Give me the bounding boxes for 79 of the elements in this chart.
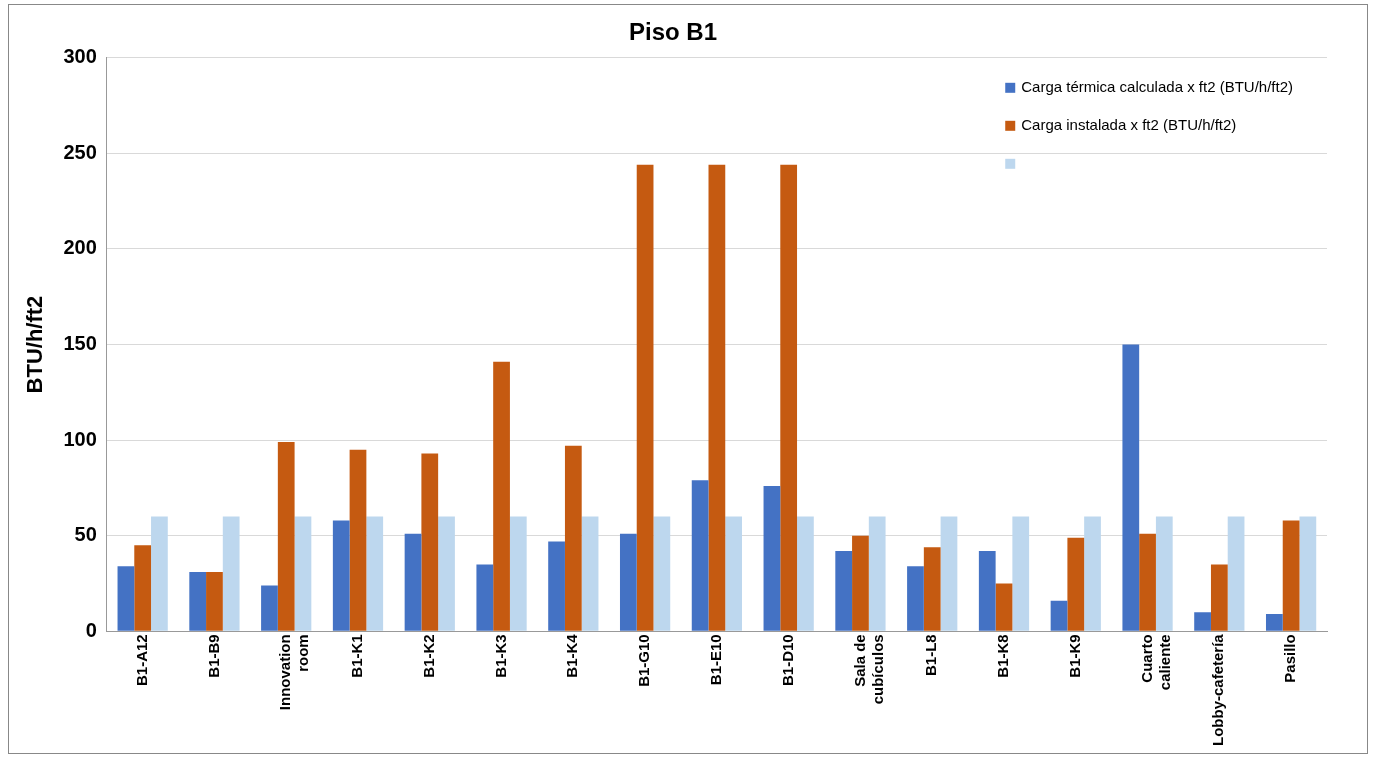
bar — [1265, 614, 1283, 631]
bar — [1067, 537, 1085, 631]
bar — [261, 585, 278, 631]
bar — [294, 516, 312, 631]
bar — [868, 516, 886, 631]
bar — [476, 564, 494, 631]
bar — [907, 566, 924, 631]
x-tick-label: B1-D10 — [778, 634, 796, 686]
x-tick-label: B1-K8 — [994, 634, 1012, 678]
bar — [1282, 520, 1300, 631]
bar — [222, 516, 240, 631]
bar — [404, 533, 422, 631]
bar — [1155, 516, 1173, 631]
x-tick-label: B1-G10 — [635, 634, 653, 687]
bar — [691, 480, 709, 631]
y-tick-label: 0 — [85, 618, 97, 641]
x-tick-label: B1-B9 — [204, 634, 222, 678]
bar — [349, 449, 367, 631]
chart-title: Piso B1 — [628, 18, 718, 46]
y-axis-title: BTU/h/ft2 — [22, 295, 48, 394]
x-tick-label: B1-K1 — [348, 634, 366, 678]
bar — [1139, 533, 1156, 631]
bar — [509, 516, 527, 631]
bar — [564, 445, 582, 631]
bar — [493, 361, 510, 631]
bar — [151, 516, 168, 631]
bar — [277, 442, 295, 631]
bar — [438, 516, 455, 631]
bar — [1299, 516, 1317, 631]
y-tick-label: 100 — [63, 427, 97, 450]
bar — [1122, 344, 1140, 631]
x-tick-label: Cuarto caliente — [1137, 634, 1173, 691]
y-tick-label: 250 — [63, 140, 97, 163]
bar — [134, 545, 152, 631]
x-tick-label: B1-K3 — [491, 634, 509, 678]
bar — [421, 453, 439, 631]
bar — [978, 551, 996, 631]
bar — [1227, 516, 1245, 631]
bar — [332, 520, 350, 631]
bar — [995, 583, 1013, 631]
x-tick-label: B1-L8 — [922, 634, 940, 676]
bar — [1194, 612, 1211, 631]
y-tick-label: 200 — [63, 236, 97, 259]
bar — [852, 535, 869, 631]
bar — [725, 516, 743, 631]
legend-label: Carga térmica calculada x ft2 (BTU/h/ft2) — [1021, 77, 1293, 95]
bar — [653, 516, 671, 631]
bar — [206, 572, 223, 631]
x-tick-label: Lobby-cafetería — [1209, 633, 1227, 747]
bar — [923, 547, 941, 631]
bar — [835, 551, 853, 631]
bar — [548, 541, 565, 631]
bar — [780, 164, 798, 631]
bar — [366, 516, 384, 631]
y-tick-label: 300 — [63, 45, 97, 68]
bar — [189, 572, 207, 631]
bar — [1084, 516, 1101, 631]
bar — [797, 516, 814, 631]
bar — [117, 566, 135, 631]
bar — [1050, 600, 1068, 631]
legend-label: Carga instalada x ft2 (BTU/h/ft2) — [1021, 115, 1237, 133]
x-tick-label: Sala de cubículos — [850, 634, 886, 705]
bar — [1012, 516, 1030, 631]
x-tick-label: B1-E10 — [707, 634, 725, 686]
bar — [763, 486, 781, 631]
x-tick-label: Pasillo — [1281, 634, 1299, 683]
bar — [940, 516, 958, 631]
x-tick-label: B1-K9 — [1065, 634, 1083, 678]
y-tick-label: 150 — [63, 332, 97, 355]
bar — [619, 533, 637, 631]
bar — [636, 164, 654, 631]
x-tick-label: B1-A12 — [132, 634, 150, 686]
x-tick-label: B1-K4 — [563, 633, 581, 678]
x-tick-label: Innovation room — [276, 634, 312, 711]
x-tick-label: B1-K2 — [419, 634, 437, 678]
bar — [708, 164, 726, 631]
bar — [1210, 564, 1228, 631]
bar — [581, 516, 599, 631]
y-tick-label: 50 — [74, 523, 97, 546]
